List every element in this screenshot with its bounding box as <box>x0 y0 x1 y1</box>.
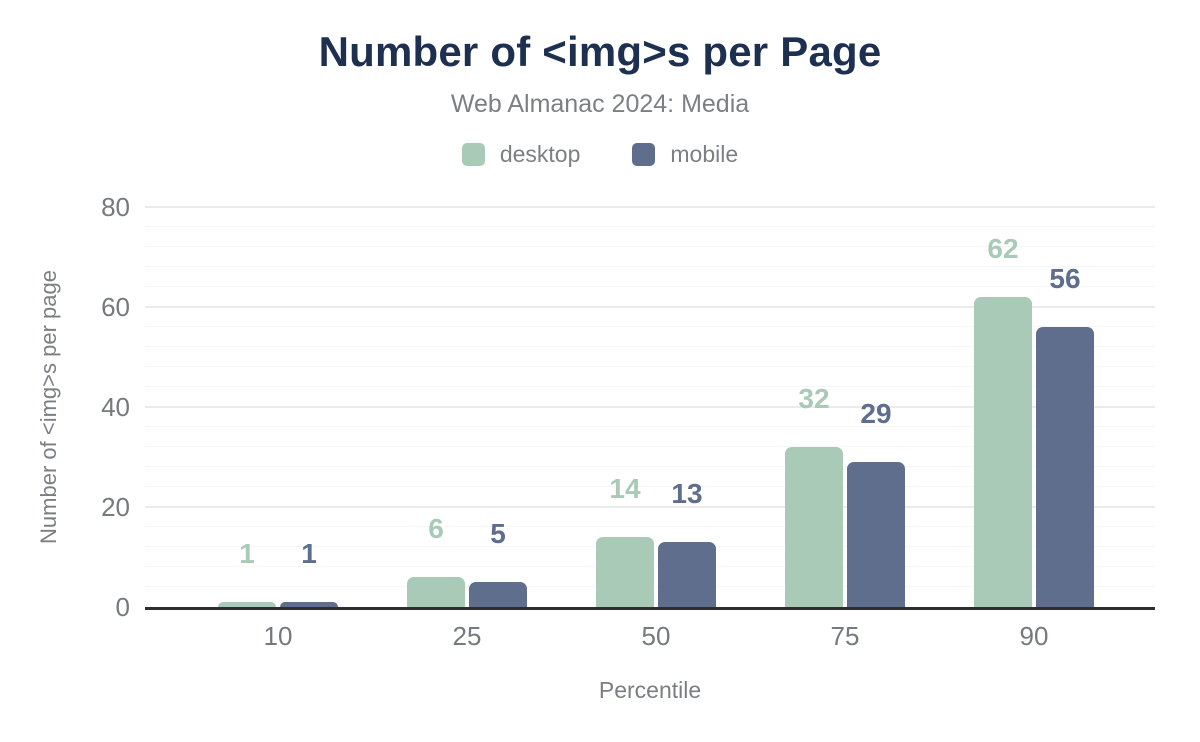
gridline-minor <box>145 386 1155 387</box>
y-tick-label-20: 20 <box>101 492 130 522</box>
gridline-minor <box>145 446 1155 447</box>
gridline-minor <box>145 346 1155 347</box>
bar-value-label-desktop-p90: 62 <box>987 233 1019 264</box>
bar-desktop-p90[interactable] <box>974 297 1032 607</box>
legend-swatch-mobile <box>632 143 656 166</box>
y-tick-label-60: 60 <box>101 292 130 322</box>
legend-swatch-desktop <box>461 143 485 166</box>
y-tick-label-80: 80 <box>101 192 130 222</box>
x-tick-label-50: 50 <box>641 621 671 651</box>
x-axis-title: Percentile <box>598 677 702 703</box>
bar-desktop-p75[interactable] <box>785 447 843 607</box>
bar-value-label-mobile-p90: 56 <box>1049 263 1081 294</box>
x-tick-label-90: 90 <box>1019 621 1049 651</box>
gridline-minor <box>145 286 1155 287</box>
legend-label-desktop: desktop <box>499 141 581 167</box>
chart-title: Number of <img>s per Page <box>318 28 882 75</box>
gridline-minor <box>145 426 1155 427</box>
bar-value-label-mobile-p10: 1 <box>301 538 317 569</box>
gridline-major <box>145 306 1155 308</box>
legend-item-mobile[interactable]: mobile <box>632 141 738 168</box>
gridline-major <box>145 406 1155 408</box>
bar-value-label-mobile-p25: 5 <box>490 518 506 549</box>
bar-value-label-desktop-p50: 14 <box>609 473 641 504</box>
bar-value-label-desktop-p75: 32 <box>798 383 830 414</box>
x-axis-line <box>145 607 1155 610</box>
plot-area: 1 1 6 5 14 13 32 29 62 56 <box>145 206 1155 610</box>
bar-mobile-p75[interactable] <box>847 462 905 607</box>
gridline-minor <box>145 526 1155 527</box>
bar-mobile-p25[interactable] <box>469 582 527 607</box>
gridline-minor <box>145 486 1155 487</box>
bar-desktop-p50[interactable] <box>596 537 654 607</box>
bar-desktop-p25[interactable] <box>407 577 465 607</box>
bar-desktop-p10[interactable] <box>218 602 276 607</box>
x-tick-label-10: 10 <box>263 621 293 651</box>
gridline-major <box>145 206 1155 208</box>
gridline-minor <box>145 366 1155 367</box>
bar-mobile-p10[interactable] <box>280 602 338 607</box>
bar-value-label-mobile-p75: 29 <box>860 398 892 429</box>
chart-subtitle: Web Almanac 2024: Media <box>450 90 750 118</box>
y-tick-label-0: 0 <box>115 592 130 622</box>
x-tick-label-75: 75 <box>830 621 860 651</box>
legend-label-mobile: mobile <box>670 141 739 167</box>
bar-value-label-mobile-p50: 13 <box>671 478 703 509</box>
gridline-minor <box>145 326 1155 327</box>
bar-value-label-desktop-p25: 6 <box>428 513 444 544</box>
legend: desktop mobile <box>0 141 1200 168</box>
bar-mobile-p50[interactable] <box>658 542 716 607</box>
gridline-minor <box>145 466 1155 467</box>
y-tick-label-40: 40 <box>101 392 130 422</box>
gridline-minor <box>145 226 1155 227</box>
bar-mobile-p90[interactable] <box>1036 327 1094 607</box>
x-tick-label-25: 25 <box>452 621 482 651</box>
gridline-minor <box>145 266 1155 267</box>
gridline-minor <box>145 246 1155 247</box>
gridline-major <box>145 506 1155 508</box>
bar-value-label-desktop-p10: 1 <box>239 538 255 569</box>
legend-item-desktop[interactable]: desktop <box>461 141 581 168</box>
